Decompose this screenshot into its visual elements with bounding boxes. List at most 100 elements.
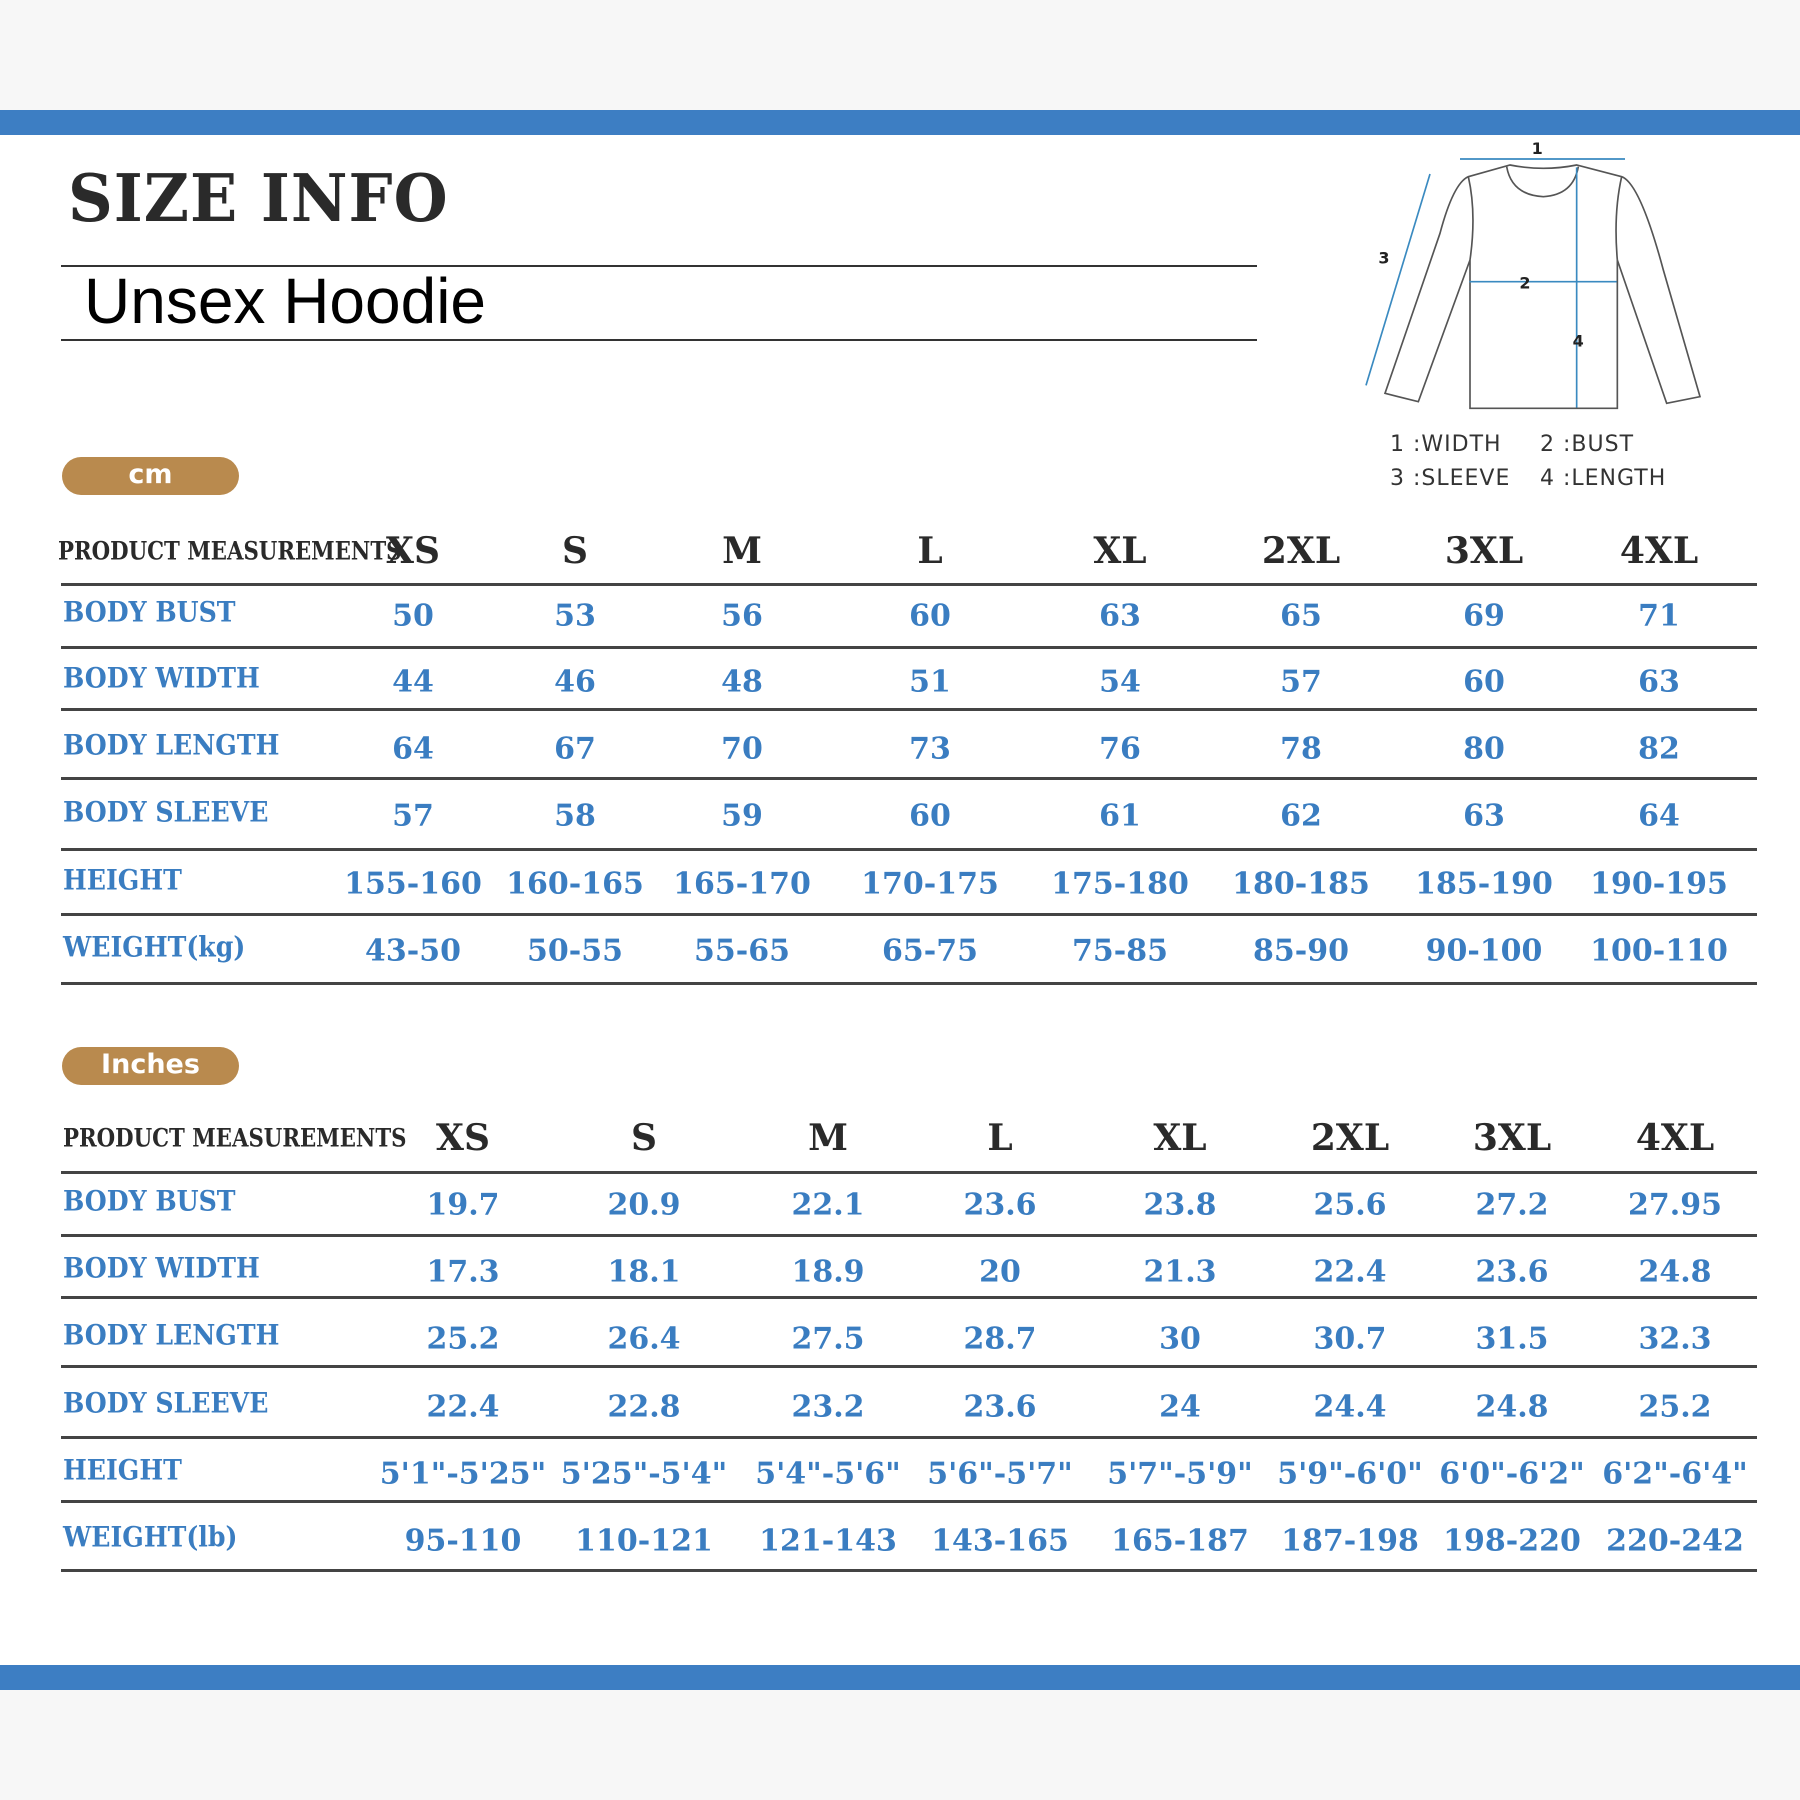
size-header-4xl: 4XL: [1635, 1117, 1715, 1159]
cell-body-width-xs: 44: [392, 664, 434, 700]
cell-weight-kg-4xl: 100-110: [1590, 933, 1728, 969]
table-rule: [61, 646, 1757, 649]
cell-weight-lb-3xl: 198-220: [1443, 1523, 1581, 1559]
cell-weight-kg-m: 55-65: [694, 933, 790, 969]
cell-body-length-s: 26.4: [607, 1321, 681, 1357]
cell-height-2xl: 5'9"-6'0": [1277, 1456, 1423, 1492]
cell-body-bust-4xl: 27.95: [1628, 1187, 1722, 1223]
size-header-xl: XL: [1153, 1117, 1207, 1159]
size-header-m: M: [808, 1117, 848, 1159]
cell-body-bust-s: 20.9: [607, 1187, 681, 1223]
cell-body-length-2xl: 30.7: [1313, 1321, 1387, 1357]
cell-body-bust-l: 23.6: [963, 1187, 1037, 1223]
cell-body-bust-3xl: 27.2: [1475, 1187, 1549, 1223]
cell-height-l: 5'6"-5'7": [927, 1456, 1073, 1492]
cell-height-3xl: 6'0"-6'2": [1439, 1456, 1585, 1492]
cell-body-sleeve-m: 23.2: [791, 1389, 865, 1425]
shirt-side-seam-left: [1467, 176, 1474, 261]
cell-body-bust-2xl: 65: [1280, 598, 1322, 634]
table-rule: [61, 848, 1757, 851]
label-1: 1: [1532, 139, 1543, 158]
cell-body-sleeve-2xl: 62: [1280, 798, 1322, 834]
cell-body-bust-l: 60: [909, 598, 951, 634]
cell-weight-lb-m: 121-143: [759, 1523, 897, 1559]
cell-body-width-m: 18.9: [791, 1254, 865, 1290]
row-label-body-sleeve: BODY SLEEVE: [63, 795, 269, 829]
unit-badge-inches: Inches: [62, 1047, 239, 1085]
cell-weight-kg-s: 50-55: [527, 933, 623, 969]
cell-body-length-xl: 30: [1159, 1321, 1201, 1357]
label-3: 3: [1378, 248, 1389, 267]
cell-body-width-3xl: 23.6: [1475, 1254, 1549, 1290]
cell-body-bust-3xl: 69: [1463, 598, 1505, 634]
row-label-weight-lb: WEIGHT(lb): [63, 1520, 238, 1554]
cell-body-bust-s: 53: [554, 598, 596, 634]
cell-height-s: 5'25"-5'4": [560, 1456, 728, 1492]
cell-weight-kg-xs: 43-50: [365, 933, 461, 969]
sleeve-arrow: [1365, 173, 1431, 386]
cell-body-bust-xl: 63: [1099, 598, 1141, 634]
product-name: Unsex Hoodie: [84, 265, 486, 337]
row-label-body-length: BODY LENGTH: [63, 1318, 280, 1352]
cell-body-width-xl: 54: [1099, 664, 1141, 700]
table-rule: [61, 583, 1757, 586]
chart-background: [0, 135, 1800, 1665]
table-rule: [61, 777, 1757, 780]
row-label-body-width: BODY WIDTH: [63, 1251, 260, 1285]
cell-body-sleeve-xs: 57: [392, 798, 434, 834]
cell-body-width-2xl: 22.4: [1313, 1254, 1387, 1290]
cell-weight-lb-xl: 165-187: [1111, 1523, 1249, 1559]
cell-body-length-xs: 25.2: [426, 1321, 500, 1357]
header-product-measurements: PRODUCT MEASUREMENTS: [58, 536, 402, 566]
table-rule: [61, 1171, 1757, 1174]
size-header-2xl: 2XL: [1261, 530, 1341, 572]
size-header-s: S: [562, 530, 588, 572]
cell-body-sleeve-xl: 61: [1099, 798, 1141, 834]
cell-body-sleeve-xl: 24: [1159, 1389, 1201, 1425]
cell-body-length-xl: 76: [1099, 731, 1141, 767]
legend-length: 4 :LENGTH: [1540, 466, 1667, 491]
row-label-body-bust: BODY BUST: [63, 1184, 236, 1218]
header-product-measurements: PRODUCT MEASUREMENTS: [63, 1123, 407, 1153]
cell-body-bust-2xl: 25.6: [1313, 1187, 1387, 1223]
row-label-body-width: BODY WIDTH: [63, 661, 260, 695]
cell-weight-lb-2xl: 187-198: [1281, 1523, 1419, 1559]
legend-width: 1 :WIDTH: [1390, 432, 1502, 457]
cell-body-sleeve-l: 23.6: [963, 1389, 1037, 1425]
cell-body-width-2xl: 57: [1280, 664, 1322, 700]
cell-body-length-4xl: 82: [1638, 731, 1680, 767]
cell-body-length-m: 70: [721, 731, 763, 767]
size-header-m: M: [722, 530, 762, 572]
cell-body-length-l: 28.7: [963, 1321, 1037, 1357]
table-rule: [61, 1296, 1757, 1299]
size-header-xs: XS: [386, 530, 440, 572]
shirt-outline: [1383, 164, 1702, 410]
cell-body-sleeve-xs: 22.4: [426, 1389, 500, 1425]
legend-bust: 2 :BUST: [1540, 432, 1635, 457]
divider: [61, 339, 1257, 341]
cell-body-width-l: 51: [909, 664, 951, 700]
cell-body-length-xs: 64: [392, 731, 434, 767]
cell-body-width-xl: 21.3: [1143, 1254, 1217, 1290]
cell-body-bust-4xl: 71: [1638, 598, 1680, 634]
row-label-body-sleeve: BODY SLEEVE: [63, 1386, 269, 1420]
cell-body-width-s: 18.1: [607, 1254, 681, 1290]
row-label-body-length: BODY LENGTH: [63, 728, 280, 762]
legend-sleeve: 3 :SLEEVE: [1390, 466, 1511, 491]
cell-body-sleeve-4xl: 64: [1638, 798, 1680, 834]
cell-weight-lb-l: 143-165: [931, 1523, 1069, 1559]
size-header-l: L: [917, 530, 943, 572]
cell-weight-kg-xl: 75-85: [1072, 933, 1168, 969]
top-accent-bar: [0, 110, 1800, 135]
size-header-xs: XS: [436, 1117, 490, 1159]
table-rule: [61, 1500, 1757, 1503]
cell-weight-kg-3xl: 90-100: [1425, 933, 1543, 969]
cell-body-width-l: 20: [979, 1254, 1021, 1290]
size-header-3xl: 3XL: [1444, 530, 1524, 572]
cell-height-2xl: 180-185: [1232, 866, 1370, 902]
label-2: 2: [1519, 273, 1530, 292]
row-label-body-bust: BODY BUST: [63, 595, 236, 629]
bottom-accent-bar: [0, 1665, 1800, 1690]
row-label-height: HEIGHT: [63, 1453, 182, 1487]
table-rule: [61, 1569, 1757, 1572]
